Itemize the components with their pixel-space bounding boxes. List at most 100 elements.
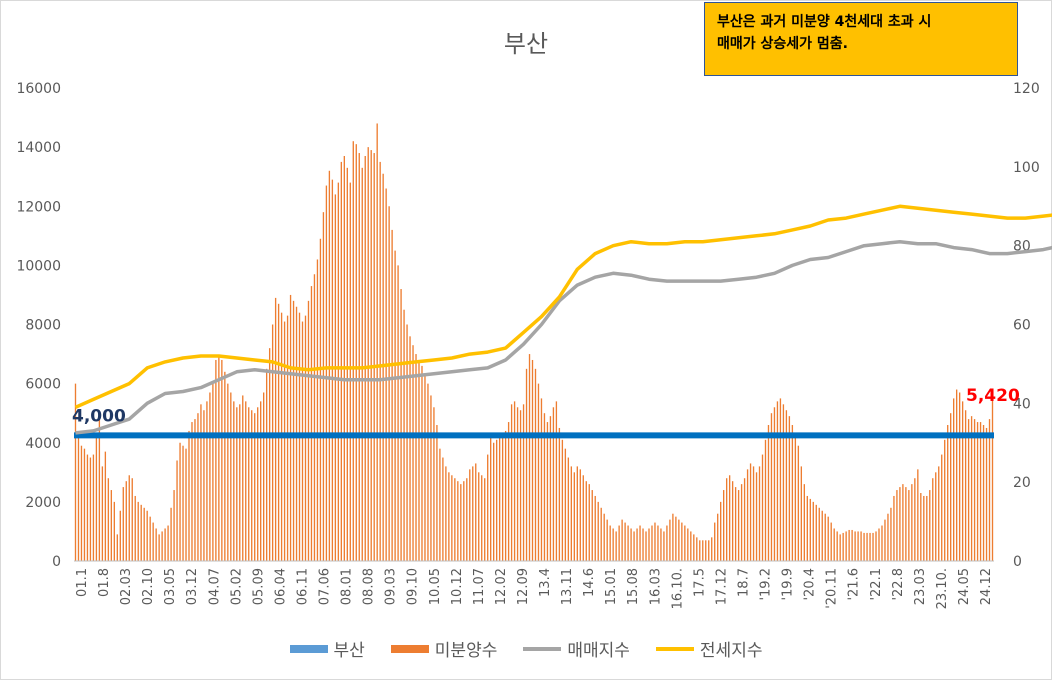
- bar: [89, 457, 92, 561]
- bar: [767, 425, 770, 561]
- bar: [221, 359, 223, 561]
- note-box: 부산은 과거 미분양 4천세대 초과 시 매매가 상승세가 멈춤.: [704, 2, 1018, 76]
- bar: [591, 490, 593, 561]
- bar: [427, 383, 429, 561]
- bar: [687, 528, 689, 561]
- bar: [678, 519, 680, 561]
- bar: [872, 532, 874, 561]
- bar: [188, 430, 190, 561]
- bar: [478, 472, 480, 561]
- bar: [257, 407, 259, 561]
- chart-title: 부산: [503, 30, 549, 58]
- bar: [720, 501, 722, 561]
- bar-series: [74, 123, 994, 562]
- bar: [890, 507, 892, 561]
- bar: [737, 490, 740, 561]
- bar: [914, 478, 916, 561]
- bar: [331, 179, 334, 562]
- jeonse-index-line: [74, 204, 1052, 409]
- bar: [708, 540, 710, 561]
- bar: [451, 475, 453, 561]
- bar: [812, 501, 814, 561]
- bar: [973, 419, 976, 561]
- x-tick-label: 07.06: [318, 568, 333, 605]
- x-tick-label: 15.01: [604, 568, 619, 605]
- bar: [929, 490, 931, 561]
- bar: [448, 472, 450, 561]
- bar: [92, 454, 95, 561]
- x-tick-label: '22.8: [891, 568, 906, 601]
- bar: [594, 495, 596, 561]
- bar: [723, 490, 725, 561]
- bar: [958, 392, 961, 561]
- bar: [516, 407, 519, 561]
- bar: [612, 528, 614, 561]
- bar: [415, 354, 417, 561]
- left-tick-label: 12000: [16, 199, 61, 215]
- bar: [773, 407, 776, 561]
- bar: [346, 167, 348, 561]
- chart-plot: 16000 14000 12000 10000 8000 6000 4000 2000 0 12…: [16, 81, 1052, 609]
- left-tick-label: 6000: [25, 377, 61, 393]
- x-tick-label: 05.09: [251, 568, 266, 605]
- bar: [648, 528, 650, 561]
- bar: [714, 522, 716, 561]
- x-tick-label: 02.03: [119, 568, 134, 605]
- bar: [728, 475, 731, 561]
- left-tick-label: 10000: [16, 258, 61, 274]
- x-tick-label: 06.11: [295, 568, 310, 605]
- bar: [663, 531, 665, 561]
- bar: [292, 300, 295, 561]
- bar: [230, 392, 232, 561]
- bar: [561, 439, 564, 561]
- bar: [848, 529, 850, 561]
- x-tick-label: 16.03: [648, 568, 663, 605]
- bar: [185, 448, 187, 561]
- bar: [908, 490, 910, 561]
- bar: [660, 528, 662, 561]
- bar: [579, 469, 581, 561]
- bar: [382, 173, 384, 561]
- bar: [633, 531, 635, 561]
- x-tick-label: 23.03: [913, 568, 928, 605]
- bar: [206, 401, 208, 561]
- bar: [947, 425, 949, 561]
- bar: [209, 392, 211, 561]
- x-tick-label: 10.12: [450, 568, 465, 605]
- right-tick-label: 60: [1013, 318, 1031, 334]
- bar: [815, 504, 817, 561]
- bar: [893, 495, 895, 561]
- bar: [194, 419, 196, 561]
- bar: [827, 516, 829, 561]
- bar: [857, 531, 859, 561]
- x-tick-label: 05.02: [229, 568, 244, 605]
- bar: [158, 534, 160, 561]
- bar: [460, 484, 462, 561]
- bar: [528, 354, 531, 561]
- bar: [364, 155, 366, 561]
- bar: [615, 531, 617, 561]
- bar: [125, 481, 127, 561]
- bar: [310, 286, 313, 561]
- right-tick-label: 40: [1013, 396, 1031, 412]
- bar: [639, 525, 641, 561]
- bar: [418, 359, 420, 561]
- bar: [325, 185, 328, 561]
- bar: [911, 484, 913, 561]
- legend-item: 미분양수: [390, 636, 497, 661]
- bar: [540, 398, 543, 561]
- x-tick-label: 14.6: [582, 568, 597, 597]
- left-tick-label: 4000: [25, 436, 61, 452]
- bar: [606, 519, 608, 561]
- bar: [469, 469, 471, 561]
- bar: [179, 442, 181, 561]
- bar: [731, 481, 734, 561]
- bar: [669, 519, 671, 561]
- left-tick-label: 16000: [16, 81, 61, 97]
- bar: [597, 501, 599, 561]
- bar: [905, 487, 907, 561]
- x-tick-label: 03.05: [163, 568, 178, 605]
- bar: [991, 400, 994, 561]
- bar: [80, 445, 83, 561]
- bar: [970, 416, 973, 561]
